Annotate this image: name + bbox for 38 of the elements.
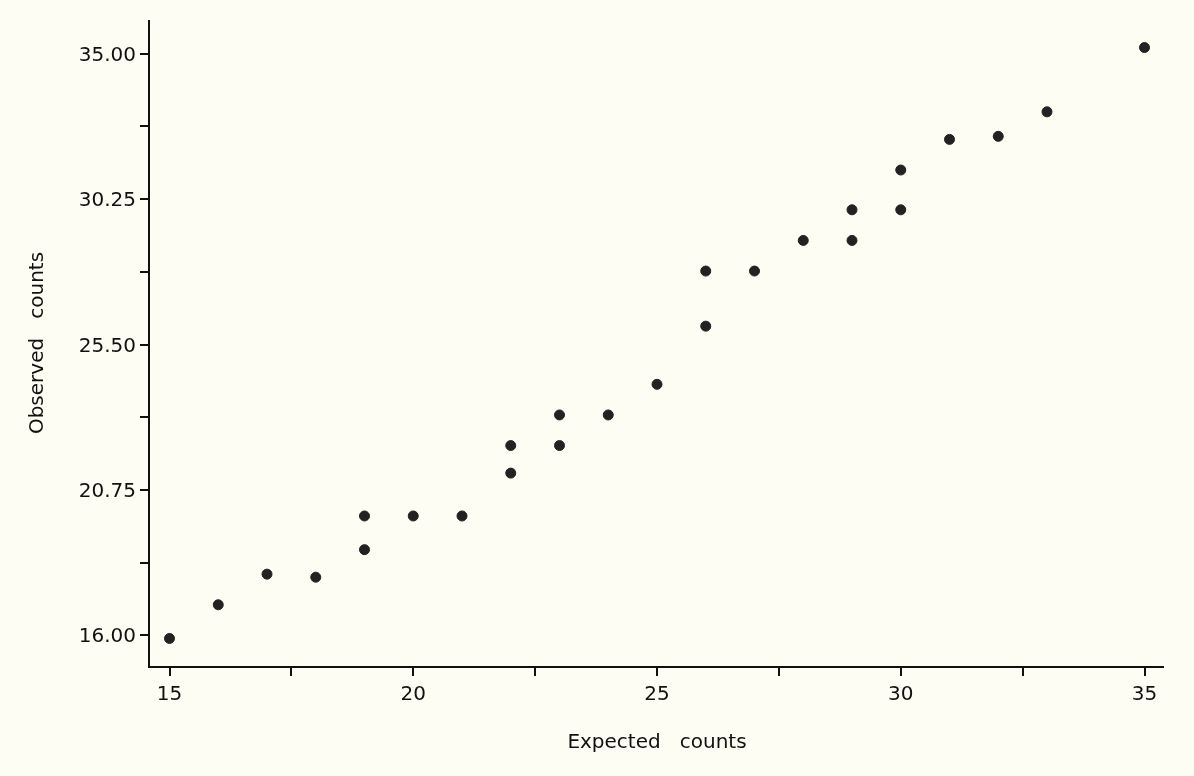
point <box>212 599 224 611</box>
y-tick-label: 25.50 <box>78 332 136 357</box>
point <box>846 204 858 216</box>
point <box>749 265 760 277</box>
x-tick-label: 15 <box>156 681 183 705</box>
point <box>554 440 565 452</box>
point <box>359 510 370 522</box>
point <box>895 164 907 176</box>
point <box>505 467 517 479</box>
point <box>261 568 273 580</box>
point <box>554 409 565 421</box>
x-tick-label: 20 <box>400 681 426 705</box>
point <box>359 544 370 556</box>
point <box>895 204 907 216</box>
x-tick-label: 35 <box>1131 681 1158 705</box>
point <box>1139 42 1150 54</box>
x-tick-label: 30 <box>888 681 914 705</box>
x-tick-label: 25 <box>644 681 670 705</box>
y-tick-label: 20.75 <box>78 477 136 502</box>
point <box>456 510 468 522</box>
point <box>797 234 809 246</box>
point <box>407 510 419 522</box>
point <box>1041 106 1053 118</box>
y-axis-title: Observed counts <box>23 251 48 435</box>
y-tick-label: 16.00 <box>78 623 136 648</box>
point <box>310 571 322 583</box>
point <box>164 632 175 644</box>
point <box>992 130 1004 142</box>
point <box>651 378 663 390</box>
point <box>944 133 955 145</box>
point <box>846 234 858 246</box>
x-axis-title: Expected counts <box>567 729 747 753</box>
point <box>700 265 712 277</box>
point <box>602 409 614 421</box>
point <box>700 320 712 332</box>
point <box>505 440 517 452</box>
y-tick-label: 35.00 <box>78 41 136 66</box>
y-tick-label: 30.25 <box>78 187 136 212</box>
